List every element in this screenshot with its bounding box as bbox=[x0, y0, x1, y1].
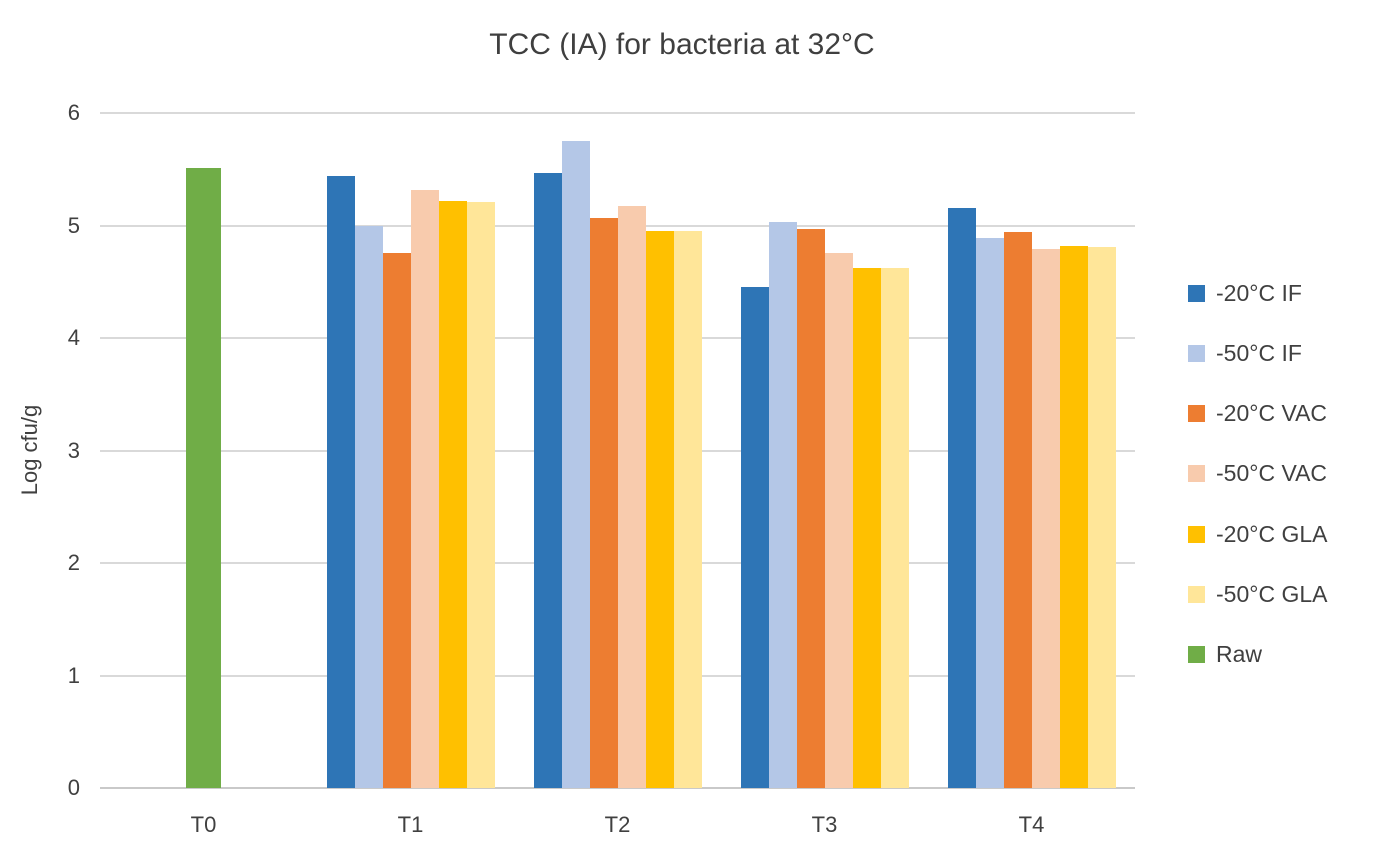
legend-label--50°C VAC: -50°C VAC bbox=[1216, 460, 1328, 487]
y-tick-label-0: 0 bbox=[67, 775, 80, 800]
x-tick-label-T3: T3 bbox=[811, 812, 838, 837]
bar-T1--20°C GLA bbox=[438, 200, 467, 788]
bar-T2--50°C GLA bbox=[673, 231, 702, 788]
x-tick-label-T4: T4 bbox=[1018, 812, 1045, 837]
bar-T4--50°C GLA bbox=[1087, 246, 1116, 788]
gridline-6 bbox=[100, 112, 1135, 114]
bar-T4--20°C GLA bbox=[1059, 245, 1088, 788]
legend-swatch--20°C VAC bbox=[1188, 405, 1205, 423]
legend-swatch--50°C GLA bbox=[1188, 586, 1205, 604]
bar-T3--20°C IF bbox=[740, 287, 769, 788]
chart-title: TCC (IA) for bacteria at 32°C bbox=[489, 28, 875, 61]
bar-T1--20°C VAC bbox=[382, 252, 411, 788]
legend-swatch--20°C GLA bbox=[1188, 525, 1205, 543]
y-tick-label-6: 6 bbox=[67, 100, 80, 125]
legend-swatch--20°C IF bbox=[1188, 284, 1205, 302]
x-tick-label-T2: T2 bbox=[604, 812, 631, 837]
bar-T2--20°C VAC bbox=[589, 217, 618, 788]
legend-item--20°C IF: -20°C IF bbox=[1188, 280, 1302, 306]
bar-T1--20°C IF bbox=[326, 176, 355, 788]
bar-T3--20°C VAC bbox=[796, 228, 825, 788]
x-tick-label-T0: T0 bbox=[190, 812, 217, 837]
legend-label--20°C GLA: -20°C GLA bbox=[1216, 520, 1328, 547]
legend-label--50°C GLA: -50°C GLA bbox=[1216, 581, 1328, 608]
bar-T4--20°C IF bbox=[947, 207, 976, 788]
y-tick-label-1: 1 bbox=[67, 662, 80, 688]
legend-label--50°C IF: -50°C IF bbox=[1216, 339, 1302, 366]
bar-T4--20°C VAC bbox=[1003, 232, 1032, 788]
bar-T4--50°C VAC bbox=[1031, 249, 1060, 788]
bar-T3--50°C IF bbox=[768, 222, 797, 788]
legend-label--20°C IF: -20°C IF bbox=[1216, 279, 1302, 306]
bar-T2--20°C IF bbox=[533, 172, 562, 788]
gridline-0 bbox=[100, 787, 1135, 789]
legend-swatch--50°C IF bbox=[1188, 344, 1205, 362]
bar-T3--20°C GLA bbox=[852, 268, 881, 788]
x-tick-label-T1: T1 bbox=[397, 812, 424, 837]
legend-item--50°C IF: -50°C IF bbox=[1188, 340, 1302, 366]
plot-area bbox=[100, 112, 1135, 789]
bar-T2--20°C GLA bbox=[645, 231, 674, 788]
legend-item-Raw: Raw bbox=[1188, 641, 1263, 668]
bar-T2--50°C IF bbox=[561, 141, 590, 788]
legend-swatch--50°C VAC bbox=[1188, 465, 1205, 483]
bar-T3--50°C VAC bbox=[824, 252, 853, 788]
bar-T1--50°C VAC bbox=[410, 189, 439, 788]
y-tick-label-3: 3 bbox=[67, 437, 80, 463]
bar-T2--50°C VAC bbox=[617, 206, 646, 788]
legend-item--20°C VAC: -20°C VAC bbox=[1188, 400, 1328, 427]
legend-item--50°C VAC: -50°C VAC bbox=[1188, 460, 1328, 487]
y-tick-label-4: 4 bbox=[67, 325, 80, 350]
bar-T0-Raw bbox=[186, 168, 221, 788]
legend-label-Raw: Raw bbox=[1216, 641, 1263, 668]
bar-T3--50°C GLA bbox=[880, 268, 909, 788]
bar-T1--50°C IF bbox=[354, 225, 383, 788]
legend-swatch-Raw bbox=[1188, 646, 1205, 664]
legend-item--20°C GLA: -20°C GLA bbox=[1188, 521, 1327, 547]
bar-T4--50°C IF bbox=[975, 237, 1004, 788]
legend-label--20°C VAC: -20°C VAC bbox=[1216, 400, 1328, 427]
bar-T1--50°C GLA bbox=[466, 201, 495, 788]
y-tick-label-5: 5 bbox=[67, 212, 80, 238]
y-tick-label-2: 2 bbox=[67, 550, 80, 575]
legend-item--50°C GLA: -50°C GLA bbox=[1188, 581, 1328, 608]
